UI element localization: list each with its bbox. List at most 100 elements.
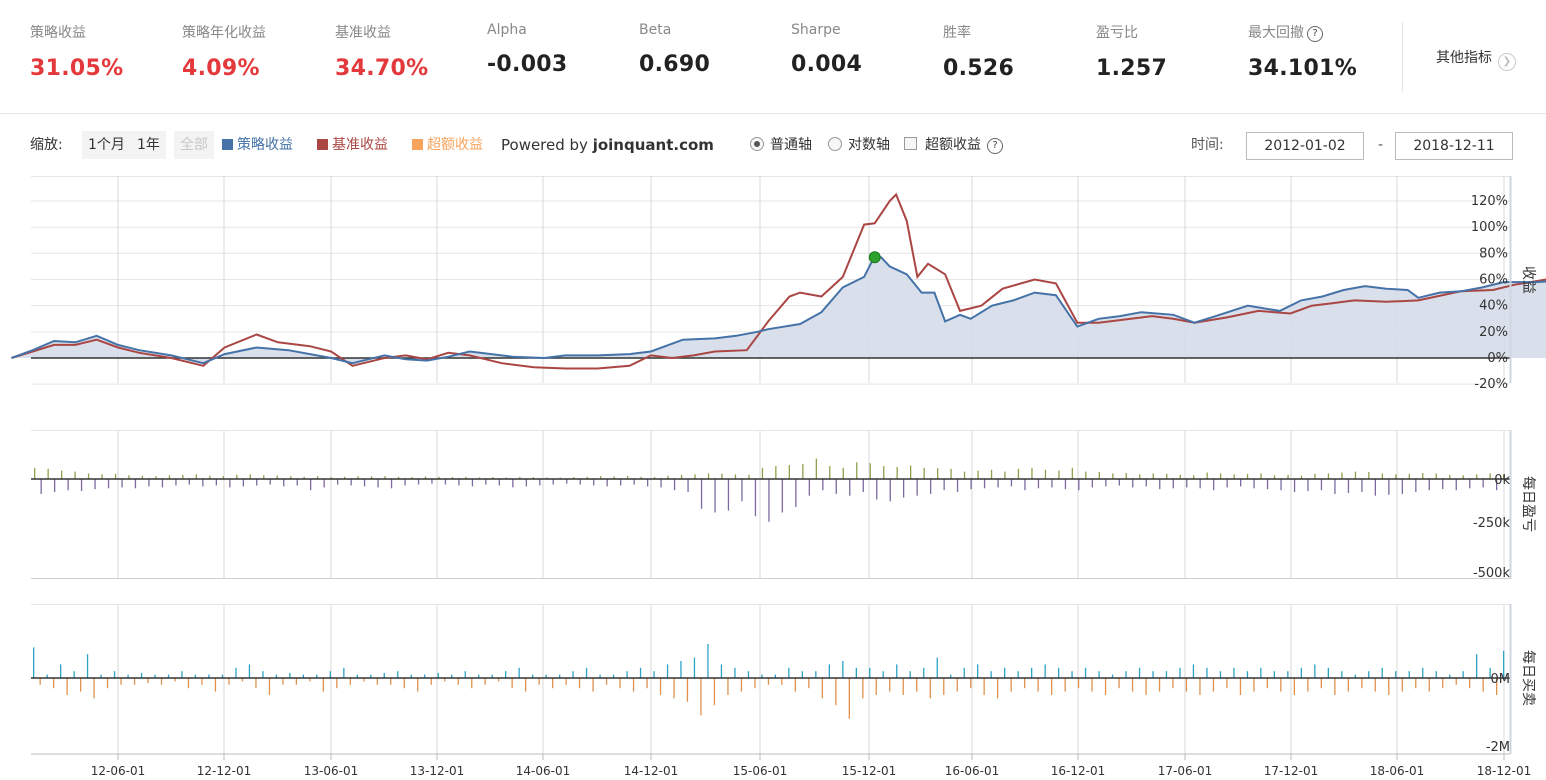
trade-bar-buy — [289, 672, 291, 678]
x-tick-label: 15-12-01 — [842, 764, 896, 778]
zoom-1-month-button[interactable]: 1个月 — [82, 131, 131, 159]
trade-bar-sell — [754, 678, 756, 689]
axis-normal-radio[interactable]: 普通轴 — [750, 131, 812, 159]
pnl-bar-positive — [1071, 467, 1073, 479]
legend-swatch — [222, 139, 233, 150]
trade-bar-sell — [295, 678, 297, 685]
pnl-bar-positive — [1112, 473, 1114, 479]
trade-bar-sell — [255, 678, 257, 689]
pnl-bar-positive — [101, 474, 103, 480]
date-separator: - — [1378, 137, 1384, 153]
pnl-bar-positive — [829, 466, 831, 479]
trade-bar-sell — [1172, 678, 1174, 689]
axis-log-radio[interactable]: 对数轴 — [828, 131, 890, 159]
pnl-bar-negative — [444, 479, 447, 485]
pnl-bar-positive — [532, 477, 534, 479]
chart-toolbar: 缩放: 1个月 1年 全部 策略收益 基准收益 超额收益 Powered by … — [30, 131, 1520, 160]
trade-bar-sell — [1051, 678, 1053, 695]
pnl-bar-negative — [808, 479, 810, 496]
pnl-bar-positive — [290, 476, 292, 479]
excess-return-checkbox[interactable]: 超额收益? — [904, 131, 1003, 159]
pnl-bar-positive — [1206, 472, 1208, 479]
pnl-bar-positive — [330, 477, 332, 479]
end-date-input[interactable] — [1395, 132, 1513, 160]
trade-bar-buy — [842, 661, 844, 678]
pnl-bar-positive — [680, 474, 683, 479]
pnl-bar-negative — [431, 479, 433, 484]
trade-bar-buy — [1260, 667, 1262, 678]
trade-bar-buy — [1435, 671, 1437, 678]
help-icon[interactable]: ? — [1307, 26, 1323, 42]
trade-bar-sell — [875, 678, 877, 695]
pnl-bar-positive — [114, 473, 117, 479]
pnl-bar-positive — [600, 476, 602, 479]
zoom-all-button[interactable]: 全部 — [174, 131, 214, 159]
trade-bar-sell — [1185, 678, 1188, 692]
y-axis-title: 每日盈亏 — [1520, 476, 1536, 532]
pnl-bar-positive — [195, 474, 197, 480]
trade-bar-sell — [1158, 678, 1161, 692]
pnl-bar-negative — [647, 479, 649, 487]
pnl-bar-positive — [1058, 470, 1060, 479]
pnl-bar-negative — [1145, 479, 1147, 487]
trade-bar-sell — [983, 678, 985, 695]
pnl-bar-positive — [1017, 468, 1020, 479]
trade-bar-sell — [889, 678, 891, 692]
legend-label: 基准收益 — [332, 137, 388, 153]
pnl-bar-negative — [1455, 479, 1457, 491]
trade-bar-sell — [322, 678, 324, 692]
trade-bar-sell — [1482, 678, 1484, 692]
other-metrics-button[interactable]: 其他指标 ❯ — [1436, 47, 1516, 71]
y-tick-label: 0M — [1491, 672, 1511, 687]
trade-bar-sell — [997, 678, 999, 699]
trade-bar-buy — [1314, 664, 1316, 678]
pnl-bar-positive — [1166, 473, 1168, 479]
trade-bar-sell — [1131, 678, 1134, 692]
pnl-bar-negative — [498, 479, 500, 486]
pnl-bar-positive — [653, 477, 656, 479]
trade-bar-buy — [1165, 671, 1168, 678]
pnl-bar-positive — [317, 476, 319, 479]
trade-bar-buy — [1004, 667, 1006, 678]
trade-bar-sell — [498, 678, 500, 682]
trade-bar-sell — [511, 678, 513, 689]
pnl-bar-positive — [1044, 469, 1047, 479]
pnl-bar-negative — [1024, 479, 1026, 491]
trade-bar-buy — [221, 674, 224, 678]
trade-bar-sell — [592, 678, 594, 692]
pnl-bar-positive — [869, 463, 871, 479]
pnl-bar-negative — [862, 479, 864, 492]
pnl-bar-negative — [1159, 479, 1161, 490]
trade-bar-sell — [1361, 678, 1363, 689]
trade-bar-buy — [410, 674, 412, 678]
trade-bar-buy — [1462, 671, 1464, 678]
pnl-bar-negative — [1482, 479, 1484, 488]
metric-label: 基准收益 — [335, 25, 391, 41]
pnl-bar-positive — [802, 464, 804, 479]
pnl-bar-negative — [1186, 479, 1188, 488]
trade-bar-sell — [1239, 678, 1242, 695]
pnl-bar-positive — [263, 475, 265, 479]
legend-item-excess[interactable]: 超额收益 — [412, 131, 483, 159]
zoom-1-year-button[interactable]: 1年 — [131, 131, 166, 159]
pnl-bar-positive — [222, 476, 224, 479]
pnl-bar-negative — [1091, 479, 1093, 488]
metric-value: 4.09% — [182, 56, 260, 81]
trade-bar-buy — [73, 671, 75, 678]
legend-item-strategy[interactable]: 策略收益 — [222, 131, 293, 159]
trade-bar-sell — [133, 678, 136, 685]
trade-bar-sell — [376, 678, 378, 685]
trade-bar-buy — [100, 674, 102, 678]
pnl-bar-positive — [613, 476, 615, 479]
legend-item-benchmark[interactable]: 基准收益 — [317, 131, 388, 159]
pnl-bar-positive — [1139, 474, 1141, 480]
axis-log-label: 对数轴 — [848, 137, 890, 153]
pnl-bar-negative — [983, 479, 986, 489]
trade-bar-buy — [1489, 667, 1491, 678]
start-date-input[interactable] — [1246, 132, 1364, 160]
trade-bar-buy — [599, 674, 601, 678]
trade-bar-buy — [478, 674, 480, 678]
pnl-bar-negative — [94, 479, 96, 490]
help-icon[interactable]: ? — [987, 138, 1003, 154]
